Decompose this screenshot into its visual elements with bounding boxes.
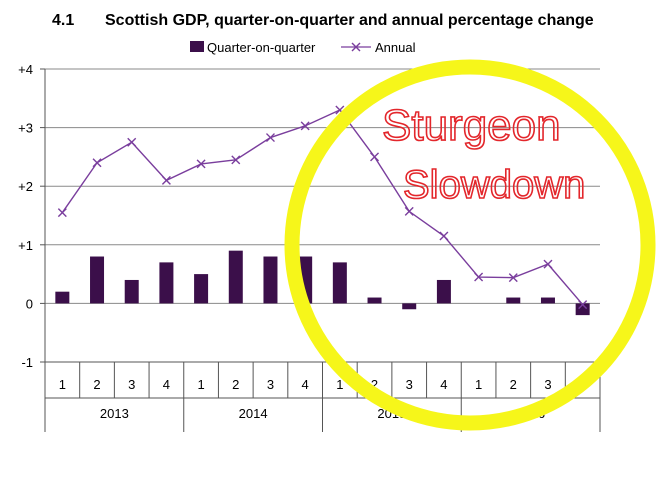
y-tick-label: +1 <box>18 238 33 253</box>
quarter-label: 4 <box>163 377 170 392</box>
bar-quarter-on-quarter <box>124 279 139 304</box>
bar-quarter-on-quarter <box>194 274 209 304</box>
quarter-label: 2 <box>93 377 100 392</box>
y-tick-label: +3 <box>18 121 33 136</box>
annual-point <box>508 273 518 283</box>
legend-label-annual: Annual <box>375 40 416 55</box>
year-label: 2013 <box>100 406 129 421</box>
quarter-label: 1 <box>59 377 66 392</box>
year-label: 2014 <box>239 406 268 421</box>
annual-series <box>57 105 588 310</box>
annual-point <box>300 121 310 131</box>
annotation-line-2: Slowdown <box>403 163 585 207</box>
annual-point <box>161 175 171 185</box>
annual-point <box>57 208 67 218</box>
annotation: Sturgeon Slowdown <box>284 59 656 431</box>
annual-point <box>404 206 414 216</box>
annual-point <box>92 158 102 168</box>
quarter-label: 1 <box>475 377 482 392</box>
bar-quarter-on-quarter <box>402 303 417 310</box>
bar-quarter-on-quarter <box>332 262 347 304</box>
annotation-line-1: Sturgeon <box>382 101 561 150</box>
bar-quarter-on-quarter <box>436 279 451 304</box>
legend-marker-annual <box>351 42 361 52</box>
quarter-label: 2 <box>510 377 517 392</box>
quarter-label: 3 <box>128 377 135 392</box>
annual-point <box>265 133 275 143</box>
annual-point <box>370 152 380 162</box>
bar-quarter-on-quarter <box>55 291 70 304</box>
y-tick-label: -1 <box>21 355 33 370</box>
bar-quarter-on-quarter <box>575 303 590 316</box>
legend-label-quarter: Quarter-on-quarter <box>207 40 316 55</box>
quarter-label: 4 <box>440 377 447 392</box>
quarter-label: 3 <box>267 377 274 392</box>
annual-point <box>474 272 484 282</box>
bar-quarter-on-quarter <box>228 250 243 304</box>
annual-line <box>61 109 584 306</box>
legend: Quarter-on-quarter Annual <box>190 40 416 55</box>
bar-quarter-on-quarter <box>90 256 105 304</box>
quarter-label: 2 <box>371 377 378 392</box>
y-axis: +4 +3 +2 +1 0 -1 <box>18 62 46 370</box>
quarter-label: 3 <box>406 377 413 392</box>
annual-point <box>439 231 449 241</box>
quarter-label: 2 <box>232 377 239 392</box>
annual-point <box>578 300 588 310</box>
y-tick-label: 0 <box>26 296 33 311</box>
annual-point <box>127 137 137 147</box>
quarter-label: 1 <box>197 377 204 392</box>
quarter-label: 3 <box>544 377 551 392</box>
legend-swatch-quarter <box>190 41 204 52</box>
bar-quarter-on-quarter <box>263 256 278 304</box>
quarter-label: 1 <box>336 377 343 392</box>
bar-quarter-on-quarter <box>367 297 382 304</box>
annual-point <box>543 259 553 269</box>
y-tick-label: +4 <box>18 62 33 77</box>
annual-point <box>196 159 206 169</box>
chart-title: Scottish GDP, quarter-on-quarter and ann… <box>105 12 594 29</box>
annual-point <box>231 155 241 165</box>
figure-number: 4.1 <box>52 12 74 29</box>
bar-series <box>55 250 590 316</box>
bar-quarter-on-quarter <box>159 262 174 304</box>
bar-quarter-on-quarter <box>506 297 521 304</box>
quarter-label: 4 <box>302 377 309 392</box>
bar-quarter-on-quarter <box>540 297 555 304</box>
y-tick-label: +2 <box>18 179 33 194</box>
legend-x-marker <box>351 42 361 52</box>
highlight-ellipse <box>284 59 656 431</box>
